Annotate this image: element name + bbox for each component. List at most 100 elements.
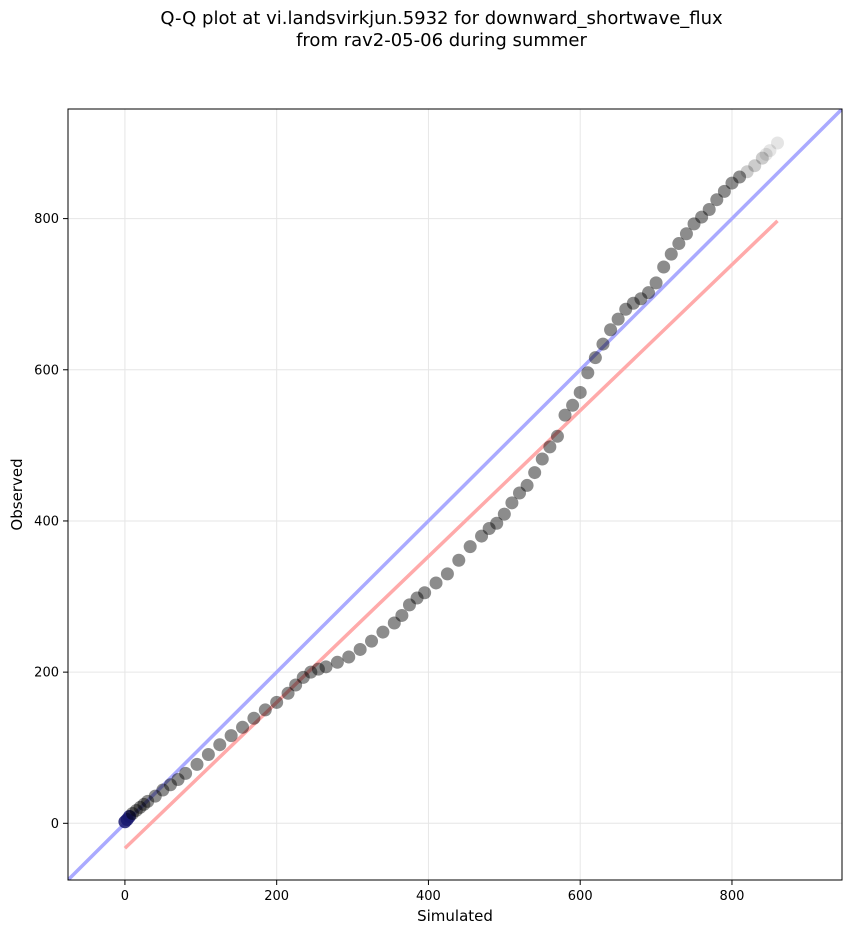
qq-point <box>604 323 618 337</box>
x-tick-label: 200 <box>264 889 289 904</box>
qq-point <box>376 625 390 639</box>
qq-point <box>664 247 678 261</box>
qq-point <box>626 296 640 310</box>
qq-point <box>281 686 295 700</box>
qq-point <box>759 147 773 161</box>
qq-point <box>748 159 762 173</box>
one-to-one-line <box>68 109 842 880</box>
qq-point <box>141 794 155 808</box>
qq-point <box>763 144 777 158</box>
qq-point <box>402 598 416 612</box>
qq-point <box>190 757 204 771</box>
qq-point <box>179 766 193 780</box>
qq-point <box>311 662 325 676</box>
qq-point <box>342 650 356 664</box>
qq-point <box>247 711 261 725</box>
y-tick-label: 200 <box>34 666 59 681</box>
qq-point <box>387 616 401 630</box>
qq-point <box>642 286 655 300</box>
qq-point <box>289 678 303 692</box>
qq-point <box>429 576 443 590</box>
qq-point <box>611 312 625 326</box>
qq-point <box>581 366 595 380</box>
x-tick-label: 400 <box>416 889 441 904</box>
qq-point <box>740 165 754 179</box>
qq-point <box>319 660 333 674</box>
x-tick-label: 800 <box>720 889 745 904</box>
qq-point <box>482 522 496 536</box>
qq-point <box>687 217 701 231</box>
y-tick-label: 600 <box>34 363 59 378</box>
qq-point <box>679 227 693 241</box>
qq-point <box>634 292 648 306</box>
qq-point <box>733 170 747 184</box>
qq-point <box>213 738 227 752</box>
qq-point <box>702 203 716 217</box>
chart-title: Q-Q plot at vi.landsvirkjun.5932 for dow… <box>0 8 851 52</box>
qq-point <box>535 452 549 466</box>
qq-point <box>410 591 424 605</box>
qq-point <box>201 748 215 762</box>
qq-point <box>543 440 557 454</box>
qq-point <box>129 803 143 817</box>
y-tick-label: 800 <box>34 212 59 227</box>
grid-lines <box>68 109 842 880</box>
qq-point <box>657 260 671 274</box>
qq-point <box>490 516 504 530</box>
fit-line <box>123 219 779 850</box>
axes: 0 200 400 600 800 0 200 400 600 800 <box>34 108 843 904</box>
qq-point <box>330 655 344 669</box>
qq-point <box>497 507 511 521</box>
chart-title-line-1: Q-Q plot at vi.landsvirkjun.5932 for dow… <box>160 8 723 29</box>
qq-point <box>725 176 739 190</box>
qq-point <box>520 478 534 492</box>
qq-point <box>137 797 151 811</box>
qq-point <box>475 529 489 543</box>
qq-point <box>588 351 602 365</box>
qq-point <box>171 772 185 786</box>
qq-point <box>395 608 409 622</box>
qq-point <box>304 665 318 679</box>
reference-lines <box>68 109 842 880</box>
qq-point <box>440 567 454 581</box>
qq-point <box>710 193 724 207</box>
axes-frame <box>67 108 843 881</box>
qq-point <box>771 136 784 150</box>
qq-point <box>619 302 633 316</box>
qq-point <box>270 695 284 709</box>
qq-point <box>156 783 170 797</box>
y-tick-label: 0 <box>51 817 59 832</box>
qq-point <box>236 720 250 734</box>
qq-point <box>122 810 136 824</box>
y-axis-label: Observed <box>8 458 26 530</box>
x-tick-label: 0 <box>121 889 129 904</box>
qq-point <box>513 486 526 500</box>
qq-point <box>558 408 572 422</box>
qq-point <box>672 237 686 251</box>
x-axis-label: Simulated <box>417 907 493 925</box>
qq-point <box>649 276 663 290</box>
qq-point <box>550 429 564 443</box>
qq-point <box>148 789 162 803</box>
qq-point <box>463 540 477 554</box>
qq-point <box>452 553 466 567</box>
qq-point <box>695 210 709 224</box>
qq-point <box>566 398 580 412</box>
qq-point <box>126 806 139 820</box>
qq-point <box>353 642 367 656</box>
x-tick-label: 600 <box>568 889 593 904</box>
qq-point <box>365 634 379 648</box>
qq-point <box>163 778 177 792</box>
qq-point <box>296 670 310 684</box>
qq-points <box>118 136 784 829</box>
qq-point <box>133 800 147 814</box>
y-tick-label: 400 <box>34 514 59 529</box>
qq-point <box>418 586 432 600</box>
qq-point <box>717 184 731 198</box>
qq-point <box>573 385 587 399</box>
qq-point <box>755 151 769 165</box>
qq-point <box>528 466 542 480</box>
qq-point <box>505 496 519 510</box>
chart-title-line-2: from rav2-05-06 during summer <box>296 30 587 51</box>
